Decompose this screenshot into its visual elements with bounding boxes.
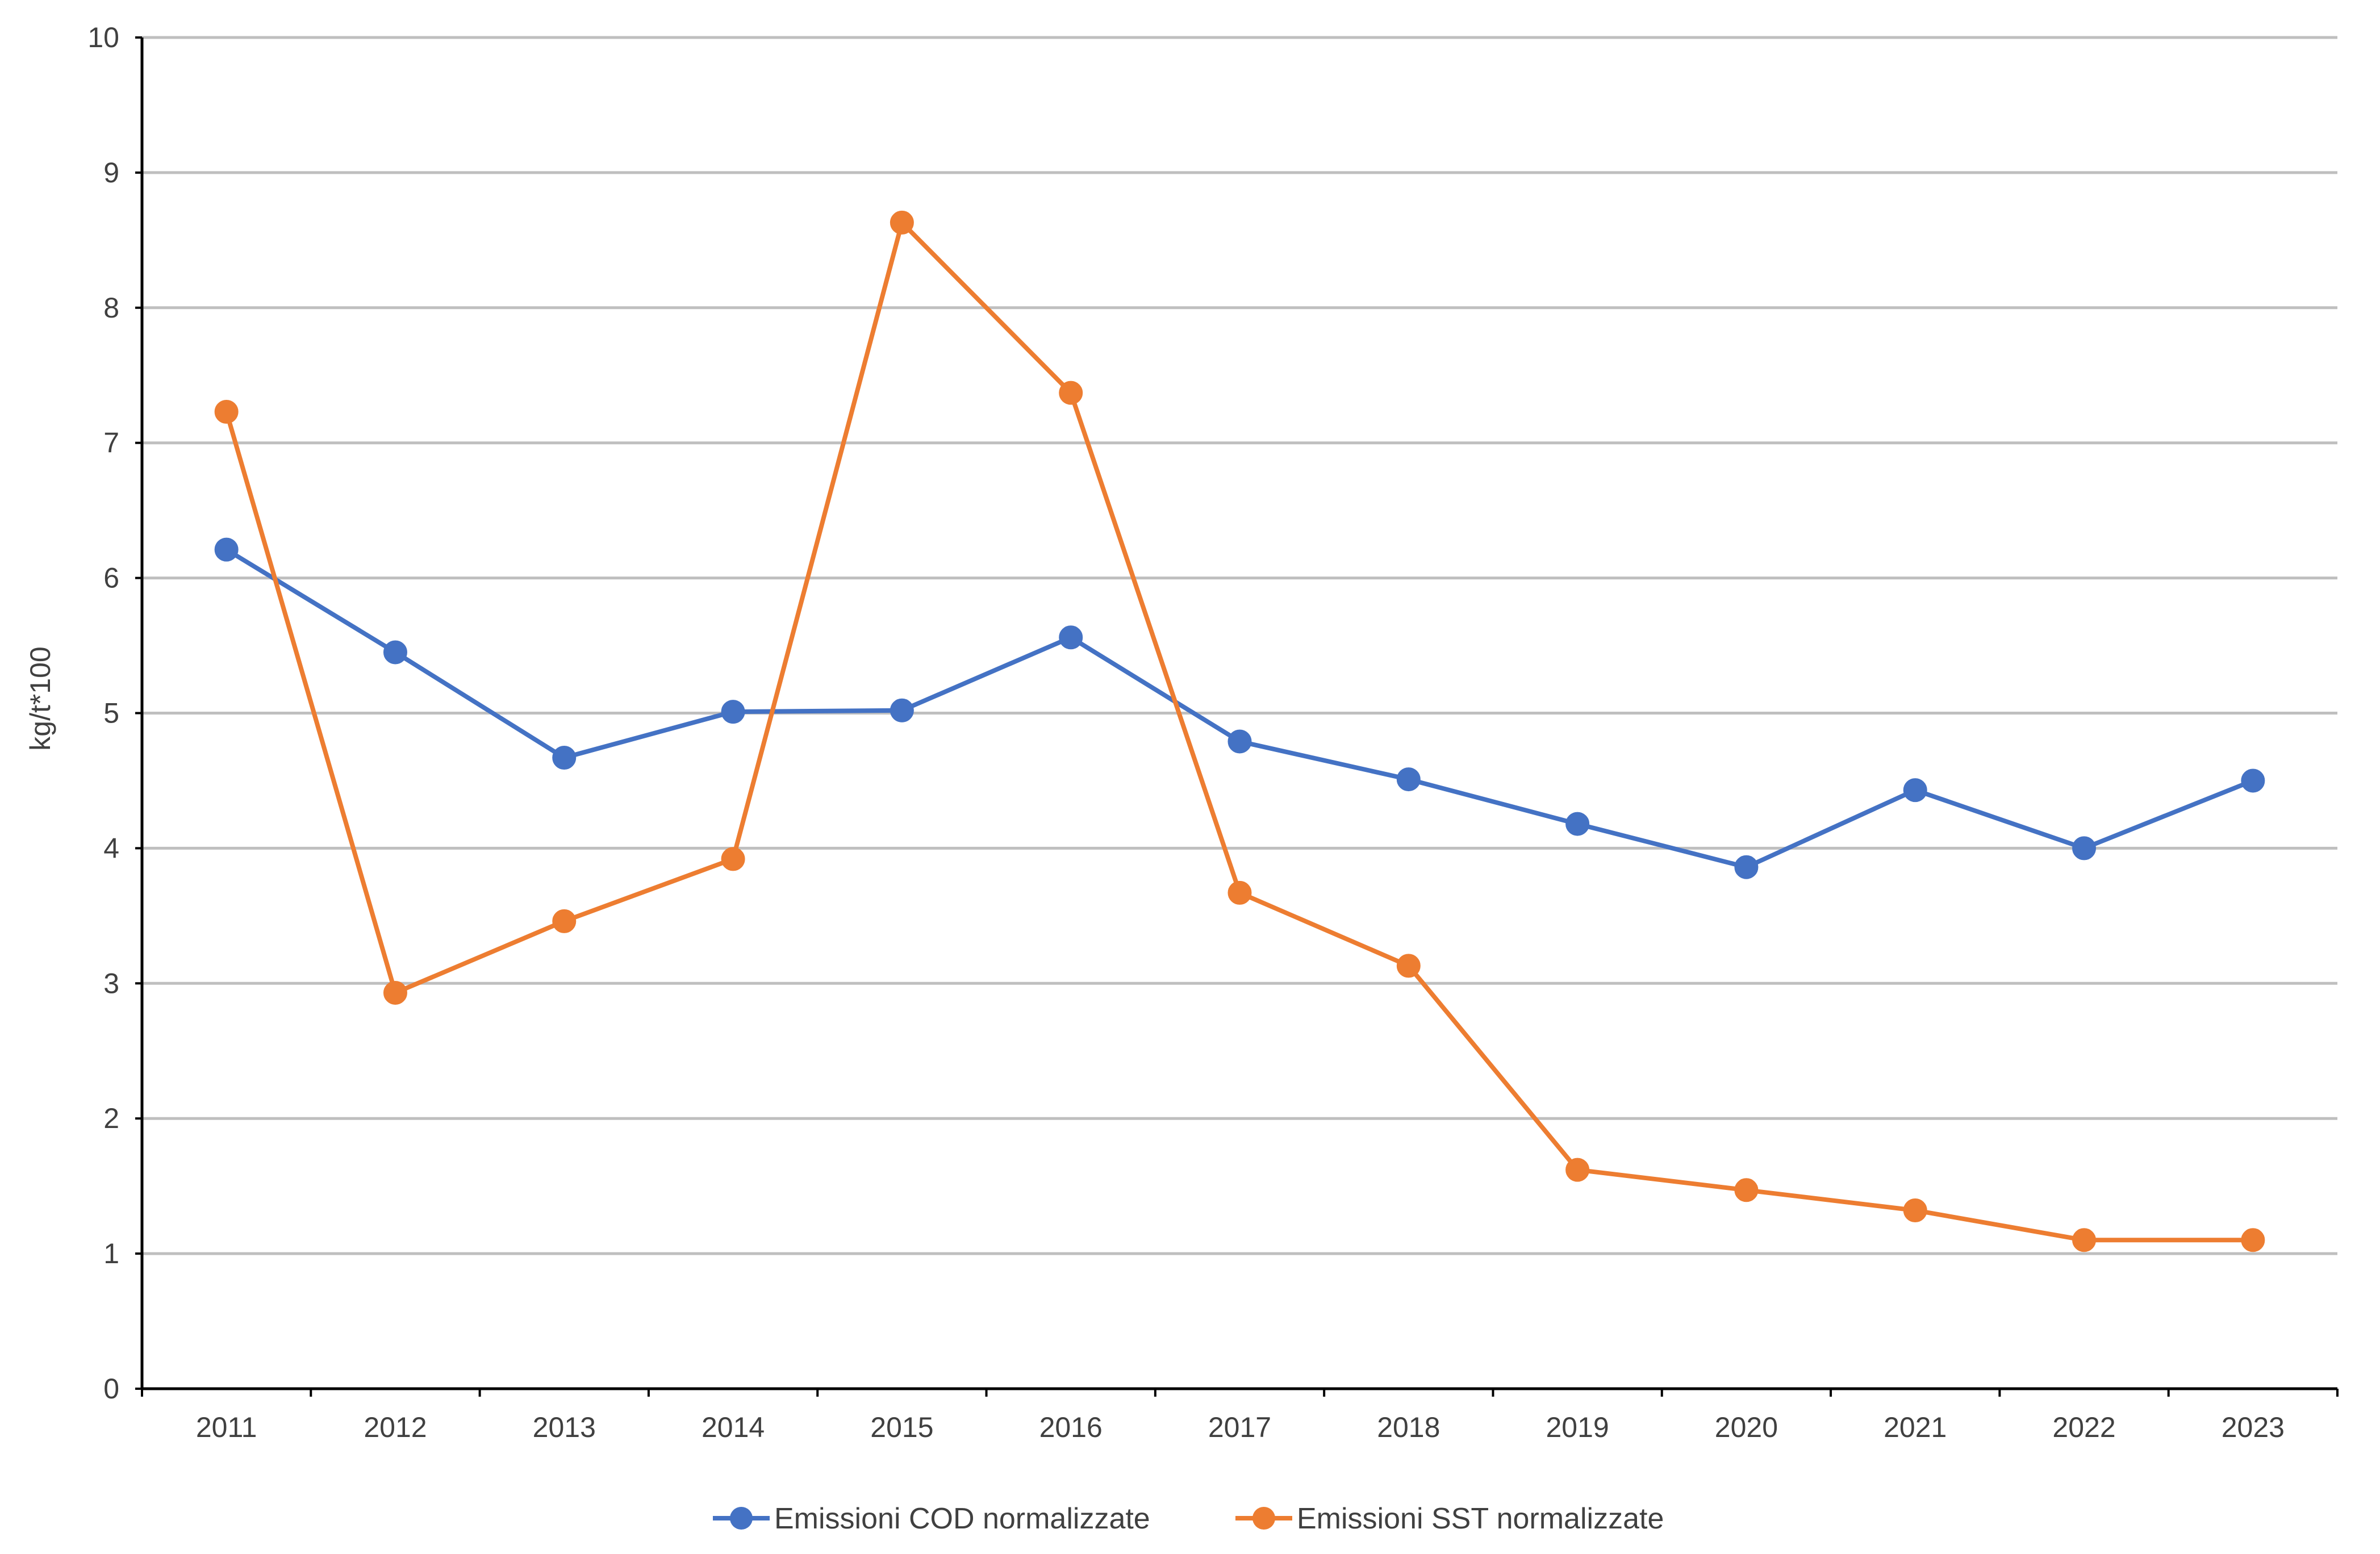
legend-marker: [1252, 1507, 1275, 1530]
data-point: [1734, 1178, 1759, 1202]
data-point: [890, 210, 914, 235]
data-point: [721, 700, 745, 724]
y-tick-label: 3: [103, 967, 119, 999]
y-tick-label: 6: [103, 562, 119, 594]
y-tick-label: 9: [103, 157, 119, 189]
x-tick-label: 2017: [1208, 1411, 1271, 1443]
data-point: [2072, 1228, 2097, 1252]
y-tick-label: 2: [103, 1102, 119, 1134]
legend-label: Emissioni COD normalizzate: [774, 1502, 1150, 1535]
x-tick-label: 2020: [1715, 1411, 1778, 1443]
x-tick-label: 2016: [1039, 1411, 1103, 1443]
data-point: [1227, 729, 1252, 754]
data-point: [1059, 381, 1083, 405]
series-group: [214, 210, 2265, 1252]
data-point: [2241, 1228, 2265, 1252]
x-tick-label: 2014: [702, 1411, 765, 1443]
data-point: [383, 980, 407, 1005]
gridlines: [142, 36, 2337, 1255]
x-tick-label: 2019: [1546, 1411, 1609, 1443]
x-tick-label: 2015: [870, 1411, 933, 1443]
data-point: [1059, 625, 1083, 650]
y-tick-label: 10: [87, 22, 119, 53]
data-point: [214, 399, 239, 424]
data-point: [1396, 767, 1421, 792]
data-point: [214, 537, 239, 562]
series-1: [214, 537, 2265, 879]
data-point: [1565, 1158, 1590, 1182]
x-tick-label: 2011: [196, 1411, 257, 1443]
data-point: [552, 746, 577, 770]
data-point: [721, 847, 745, 871]
series-2: [214, 210, 2265, 1252]
x-tick-label: 2023: [2222, 1411, 2285, 1443]
y-tick-label: 5: [103, 697, 119, 729]
x-tick-label: 2012: [364, 1411, 427, 1443]
y-axis-title: kg/t*100: [24, 646, 56, 750]
legend-label: Emissioni SST normalizzate: [1297, 1502, 1664, 1535]
legend: Emissioni COD normalizzate Emissioni SST …: [713, 1502, 1664, 1535]
data-point: [1734, 855, 1759, 879]
tick-labels: 0 1 2 3 4 5 6 7 8 9 10 2011 2012 2013 2014 2015 2016 2017…: [87, 22, 2285, 1443]
data-point: [1903, 778, 1927, 803]
y-tick-label: 7: [103, 427, 119, 459]
data-point: [1565, 812, 1590, 836]
data-point: [552, 909, 577, 933]
x-tick-label: 2021: [1884, 1411, 1947, 1443]
legend-marker: [730, 1507, 753, 1530]
data-point: [890, 698, 914, 722]
data-point: [1396, 954, 1421, 978]
x-tick-label: 2013: [533, 1411, 596, 1443]
x-tick-label: 2018: [1377, 1411, 1440, 1443]
data-point: [2072, 836, 2097, 860]
data-point: [383, 640, 407, 665]
y-tick-label: 4: [103, 832, 119, 864]
data-point: [2241, 768, 2265, 793]
legend-entry-1: Emissioni COD normalizzate: [713, 1502, 1150, 1535]
legend-entry-2: Emissioni SST normalizzate: [1235, 1502, 1664, 1535]
data-point: [1227, 880, 1252, 905]
axes: [135, 36, 2339, 1397]
y-tick-label: 0: [103, 1373, 119, 1405]
x-tick-label: 2022: [2052, 1411, 2115, 1443]
y-tick-label: 1: [103, 1238, 119, 1269]
y-tick-label: 8: [103, 292, 119, 324]
data-point: [1903, 1198, 1927, 1222]
